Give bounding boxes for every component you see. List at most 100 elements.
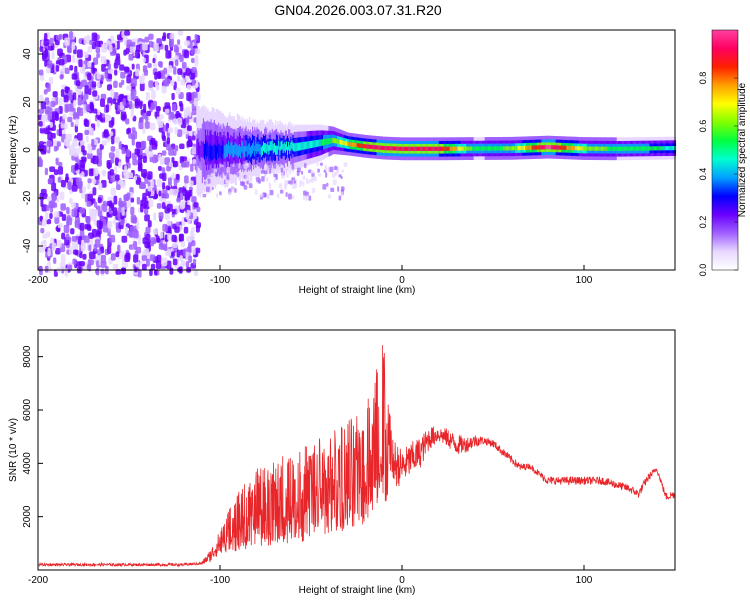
heatmap-ridge-cell: [494, 146, 496, 151]
heatmap-noise-cell: [76, 177, 82, 186]
heatmap-ridge-cell: [656, 146, 658, 151]
heatmap-ridge-cell: [455, 146, 457, 151]
heatmap-noise-cell: [50, 100, 56, 108]
heatmap-scatter-cell: [204, 170, 208, 176]
heatmap-ridge-cell: [641, 146, 644, 151]
heatmap-scatter-cell: [261, 176, 265, 182]
heatmap-noise-cell: [91, 213, 97, 222]
heatmap-noise-cell: [39, 215, 43, 222]
heatmap-ridge-cell: [248, 143, 251, 154]
heatmap-ridge-cell: [283, 142, 286, 151]
heatmap-noise-cell: [91, 138, 95, 148]
heatmap-noise-cell: [68, 264, 73, 271]
heatmap-noise-cell: [89, 239, 94, 247]
heatmap-scatter-cell: [273, 178, 277, 183]
heatmap-noise-cell: [100, 93, 107, 100]
heatmap-scatter-cell: [211, 186, 214, 190]
heatmap-ridge-cell: [640, 146, 643, 151]
heatmap-ridge-cell: [406, 146, 408, 151]
heatmap-ridge-cell: [504, 146, 506, 151]
heatmap-noise-cell: [161, 257, 168, 267]
heatmap-ridge-cell: [393, 146, 396, 151]
heatmap-noise-cell: [49, 107, 53, 115]
heatmap-noise-cell: [93, 57, 99, 65]
heatmap-ridge-cell: [561, 145, 563, 150]
heatmap-ridge-cell: [400, 146, 402, 151]
heatmap-ridge-cell: [601, 146, 603, 151]
heatmap-noise-cell: [168, 161, 173, 168]
heatmap-noise-cell: [79, 207, 86, 214]
heatmap-ridge-cell: [281, 140, 283, 150]
heatmap-ridge-cell: [650, 146, 653, 151]
heatmap-ridge-cell: [293, 143, 295, 152]
heatmap-scatter-cell: [224, 162, 227, 168]
heatmap-noise-cell: [141, 263, 147, 271]
heatmap-noise-cell: [145, 92, 150, 101]
heatmap-noise-cell: [191, 67, 197, 74]
heatmap-ridge-cell: [359, 143, 361, 148]
heatmap-noise-cell: [73, 147, 79, 157]
heatmap-noise-cell: [186, 92, 192, 101]
heatmap-ridge-cell: [202, 141, 205, 158]
heatmap-noise-cell: [179, 54, 184, 63]
heatmap-noise-cell: [84, 85, 89, 95]
heatmap-ridge-cell: [672, 146, 674, 151]
heatmap-ridge-cell: [437, 146, 440, 151]
heatmap-noise-cell: [126, 148, 130, 158]
snr-x-tick-label: -200: [28, 575, 48, 586]
heatmap-ridge-cell: [325, 138, 327, 145]
snr-line: [38, 345, 676, 568]
heatmap-ridge-cell: [652, 146, 655, 151]
heatmap-noise-cell: [68, 181, 72, 191]
heatmap-ridge-cell: [286, 146, 289, 156]
heatmap-scatter-cell: [276, 193, 280, 199]
heatmap-ridge-cell: [196, 139, 198, 157]
heatmap-noise-cell: [139, 82, 145, 92]
heatmap-noise-cell: [87, 193, 93, 202]
heatmap-ridge-cell: [578, 146, 580, 151]
heatmap-ridge-cell: [234, 142, 236, 155]
heatmap-ridge-cell: [508, 146, 511, 151]
heatmap-ridge-cell: [451, 146, 454, 151]
heatmap-scatter-cell: [299, 180, 303, 185]
heatmap-noise-cell: [45, 211, 49, 221]
heatmap-noise-cell: [185, 261, 190, 268]
heatmap-ridge-cell: [328, 138, 330, 145]
heatmap-ridge-cell: [530, 145, 532, 150]
heatmap-noise-cell: [171, 242, 178, 249]
heatmap-noise-cell: [45, 48, 49, 58]
heatmap-ridge-cell: [570, 145, 573, 151]
colorbar-ticks: 0.0 0.2 0.4 0.6 0.8: [698, 72, 738, 276]
heatmap-noise-cell: [175, 87, 181, 95]
heatmap-noise-cell: [157, 70, 161, 80]
heatmap-noise-cell: [47, 113, 51, 121]
heatmap-ridge-cell: [237, 145, 240, 158]
heatmap-ridge-cell: [324, 138, 326, 146]
heatmap-ridge-cell: [592, 146, 595, 151]
heatmap-noise-cell: [47, 178, 53, 184]
heatmap-noise-cell: [49, 37, 54, 46]
heatmap-noise-cell: [77, 96, 83, 106]
heatmap-noise-cell: [133, 254, 139, 263]
heatmap-ridge-cell: [414, 146, 417, 151]
heatmap-y-tick-label: -40: [22, 238, 33, 253]
heatmap-noise-cell: [129, 46, 136, 53]
heatmap-noise-cell: [119, 64, 125, 71]
heatmap-noise-cell: [115, 174, 120, 181]
heatmap-ridge-cell: [426, 146, 429, 151]
heatmap-noise-cell: [176, 249, 180, 258]
heatmap-noise-cell: [89, 39, 94, 45]
heatmap-noise-cell: [110, 89, 115, 98]
heatmap-ridge-cell: [502, 146, 504, 151]
heatmap-noise-cell: [128, 132, 134, 139]
heatmap-ridge-cell: [402, 146, 405, 151]
heatmap-ridge-cell: [563, 145, 565, 150]
heatmap-noise-cell: [167, 226, 172, 235]
heatmap-noise-cell: [114, 157, 119, 166]
heatmap-noise-cell: [149, 122, 156, 131]
heatmap-ridge-cell: [376, 145, 378, 150]
heatmap-ridge-cell: [525, 145, 527, 150]
heatmap-ridge-cell: [587, 146, 589, 151]
heatmap-ridge-cell: [613, 146, 615, 151]
